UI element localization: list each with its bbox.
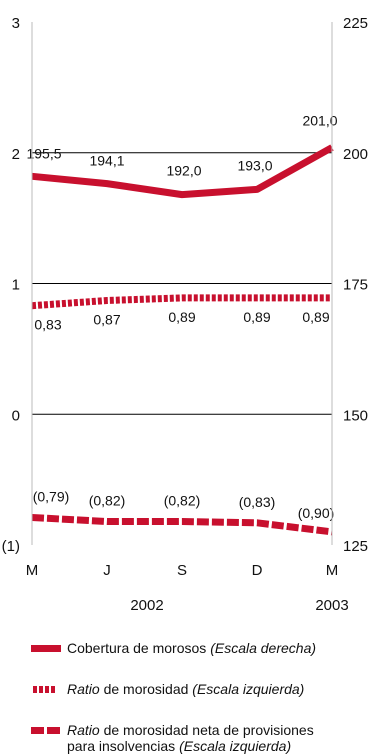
legend-scale-note: (Escala derecha): [210, 640, 317, 656]
data-label: 193,0: [237, 157, 272, 173]
x-tick-label: J: [103, 562, 111, 579]
series-line-dashed: [31, 514, 333, 536]
chart: 195,5 194,1 192,0 193,0 201,0 0,83 0,87 0,89 0,8…: [2, 15, 368, 614]
year-label: 2002: [130, 597, 163, 614]
data-label: 0,87: [93, 311, 120, 327]
data-label: 0,89: [243, 309, 270, 325]
legend-label-ratio-neta: Ratio de morosidad neta de provisiones p…: [67, 722, 367, 754]
legend-scale-note: (Escala izquierda): [179, 738, 292, 754]
legend-scale-note: (Escala izquierda): [192, 681, 305, 697]
data-label: 0,83: [34, 317, 61, 333]
right-tick-label: 225: [343, 15, 368, 32]
left-tick-label: 1: [12, 277, 20, 294]
legend-swatch-dashed: [31, 727, 60, 734]
data-label: (0,82): [164, 492, 201, 508]
data-label: 201,0: [302, 113, 337, 129]
data-label: 195,5: [26, 145, 61, 161]
data-label: (0,82): [89, 492, 126, 508]
left-tick-label: 3: [12, 15, 20, 32]
legend-italic-ratio: Ratio: [67, 722, 100, 738]
data-label: (0,83): [239, 494, 276, 510]
legend-plain-text: Cobertura de morosos: [67, 640, 207, 656]
data-label: 194,1: [89, 153, 124, 169]
data-label: (0,90): [298, 505, 335, 521]
x-tick-label: D: [252, 562, 263, 579]
series-line-solid: [31, 144, 334, 199]
x-tick-label: M: [326, 562, 339, 579]
year-label: 2003: [315, 597, 348, 614]
legend-plain-text: de morosidad: [103, 681, 189, 697]
data-label: (0,79): [33, 489, 70, 505]
right-tick-label: 200: [343, 146, 368, 163]
legend-plain-text-line2: para insolvencias: [67, 738, 176, 754]
right-tick-label: 125: [343, 538, 368, 555]
legend-label-cobertura: Cobertura de morosos (Escala derecha): [67, 640, 367, 656]
legend-italic-ratio: Ratio: [67, 681, 100, 697]
x-tick-label: M: [26, 562, 39, 579]
data-label: 0,89: [302, 309, 329, 325]
left-tick-label: 0: [12, 407, 20, 424]
data-label: 192,0: [166, 163, 201, 179]
series-line-dotted: [31, 294, 332, 310]
legend-swatch-dotted: [33, 686, 55, 693]
legend-label-ratio-morosidad: Ratio de morosidad (Escala izquierda): [67, 681, 367, 697]
right-tick-label: 175: [343, 277, 368, 294]
data-label: 0,89: [168, 309, 195, 325]
left-tick-label: 2: [12, 146, 20, 163]
left-tick-label: (1): [2, 538, 20, 555]
legend-swatch-solid: [31, 645, 61, 652]
right-tick-label: 150: [343, 407, 368, 424]
x-tick-label: S: [177, 562, 187, 579]
legend-plain-text: de morosidad neta de provisiones: [103, 722, 314, 738]
